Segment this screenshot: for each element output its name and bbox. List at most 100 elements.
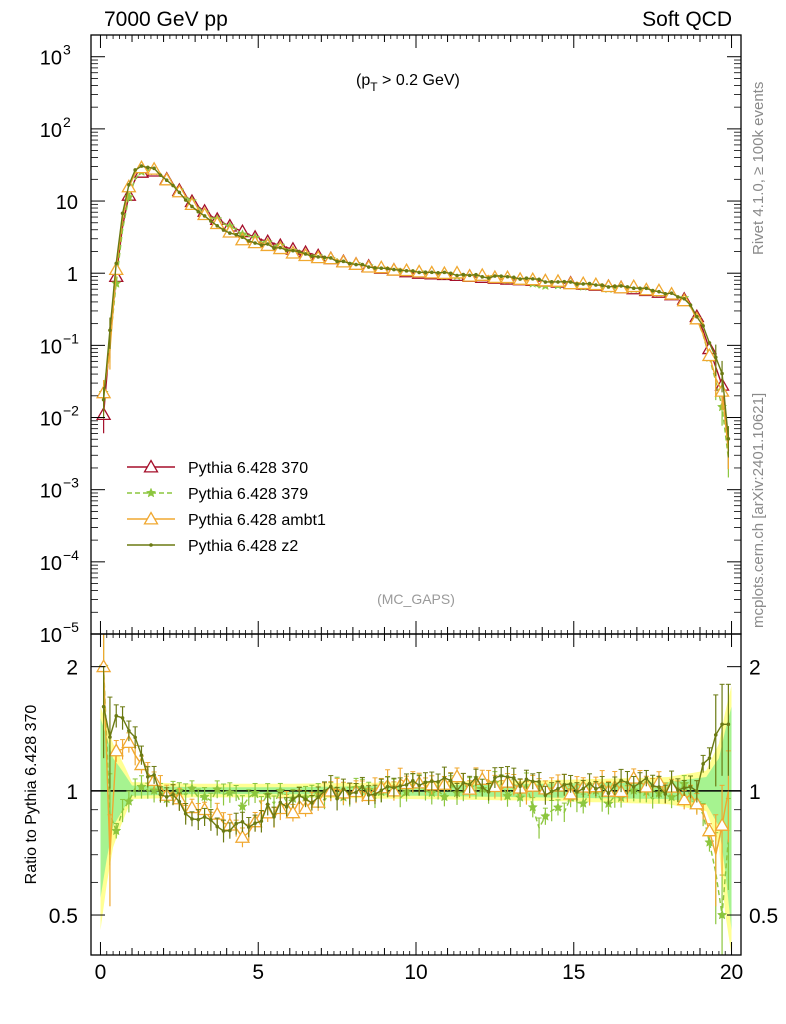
- data-point: [720, 722, 724, 727]
- plot-title: (pT > 0.2 GeV): [356, 72, 460, 94]
- data-point: [246, 825, 251, 829]
- data-point: [253, 821, 257, 825]
- axis-ticks: [91, 34, 741, 955]
- data-point: [139, 753, 144, 757]
- data-point: [101, 398, 106, 402]
- data-point: [644, 286, 649, 291]
- data-point: [145, 165, 150, 170]
- series-ratio-3: [101, 666, 731, 843]
- data-point: [202, 815, 207, 819]
- data-point: [385, 266, 390, 271]
- data-point: [316, 795, 320, 799]
- series-main-1: [98, 165, 730, 478]
- x-tick-label: 10: [404, 961, 427, 984]
- data-point: [689, 796, 705, 810]
- data-point: [707, 341, 712, 345]
- data-point: [212, 783, 223, 794]
- data-point: [145, 774, 150, 779]
- data-point: [392, 267, 396, 272]
- data-point: [164, 178, 169, 183]
- data-point: [183, 198, 188, 202]
- data-point: [512, 275, 516, 280]
- data-point: [543, 280, 548, 284]
- data-point: [322, 255, 327, 260]
- legend: Pythia 6.428 370 Pythia 6.428 379 Pythia 6…: [127, 459, 326, 555]
- data-point: [259, 819, 264, 823]
- data-point: [148, 785, 160, 795]
- data-point: [398, 268, 403, 272]
- data-point: [562, 786, 579, 800]
- data-point: [234, 829, 251, 843]
- data-point: [184, 799, 200, 814]
- y-tick-label: 10: [40, 48, 62, 70]
- data-point: [657, 785, 661, 789]
- data-point: [272, 246, 276, 250]
- data-point: [669, 779, 674, 784]
- data-point: [265, 242, 270, 246]
- data-point: [297, 793, 302, 798]
- data-point: [196, 817, 201, 822]
- ratio-y-tick-label-right: 0.5: [749, 905, 778, 928]
- ratio-panel-background: [100, 685, 732, 955]
- ratio-y-tick-label-right: 1: [749, 781, 761, 804]
- data-point: [518, 277, 522, 281]
- data-point: [436, 780, 440, 784]
- legend-label: Pythia 6.428 ambt1: [188, 512, 326, 529]
- y-tick-label: 10: [56, 192, 78, 214]
- y-tick-exponent: −4: [63, 547, 79, 563]
- data-point: [713, 355, 718, 360]
- data-point: [392, 785, 396, 790]
- data-point: [594, 283, 598, 287]
- data-point: [612, 284, 617, 289]
- data-point: [505, 274, 510, 279]
- legend-label: Pythia 6.428 z2: [188, 538, 298, 555]
- data-point: [310, 801, 314, 805]
- data-point: [493, 274, 497, 278]
- data-point: [650, 288, 655, 293]
- data-point: [196, 209, 201, 214]
- y-tick-exponent: −1: [63, 330, 79, 346]
- data-point: [474, 775, 478, 780]
- data-point: [303, 252, 308, 256]
- data-point: [228, 231, 232, 235]
- data-point: [600, 283, 604, 287]
- series-main-0: [96, 163, 730, 470]
- data-point: [158, 792, 163, 797]
- ratio-y-axis-label: Ratio to Pythia 6.428 370: [23, 705, 40, 885]
- ratio-y-tick-label: 0.5: [49, 905, 78, 928]
- data-point: [423, 780, 428, 785]
- data-point: [695, 314, 699, 319]
- data-point: [398, 784, 403, 788]
- y-tick-label: 10: [40, 481, 62, 503]
- data-point: [278, 800, 283, 805]
- data-point: [259, 243, 264, 247]
- data-point: [701, 762, 705, 766]
- data-point: [136, 781, 147, 792]
- series-line: [102, 165, 730, 439]
- data-point: [568, 782, 573, 786]
- series-main-3: [101, 164, 731, 458]
- series-ratio-2: [96, 633, 731, 907]
- data-point: [638, 286, 642, 291]
- x-tick-label: 0: [95, 961, 107, 984]
- data-point: [701, 823, 718, 837]
- data-point: [291, 797, 295, 801]
- data-point: [524, 777, 529, 782]
- y-tick-label: 10: [40, 625, 62, 647]
- data-point: [164, 795, 169, 799]
- data-point: [631, 785, 636, 789]
- data-point: [139, 164, 144, 168]
- data-point: [202, 214, 207, 218]
- data-point: [152, 166, 156, 171]
- data-point: [527, 801, 538, 812]
- data-point: [347, 791, 352, 796]
- data-point: [581, 786, 586, 791]
- y-tick-exponent: 3: [63, 42, 71, 58]
- data-point: [335, 259, 339, 264]
- data-point: [285, 804, 301, 819]
- data-point: [493, 775, 497, 780]
- data-point: [512, 776, 516, 780]
- y-tick-label: 10: [40, 553, 62, 575]
- data-point: [329, 784, 333, 789]
- data-point: [108, 735, 112, 739]
